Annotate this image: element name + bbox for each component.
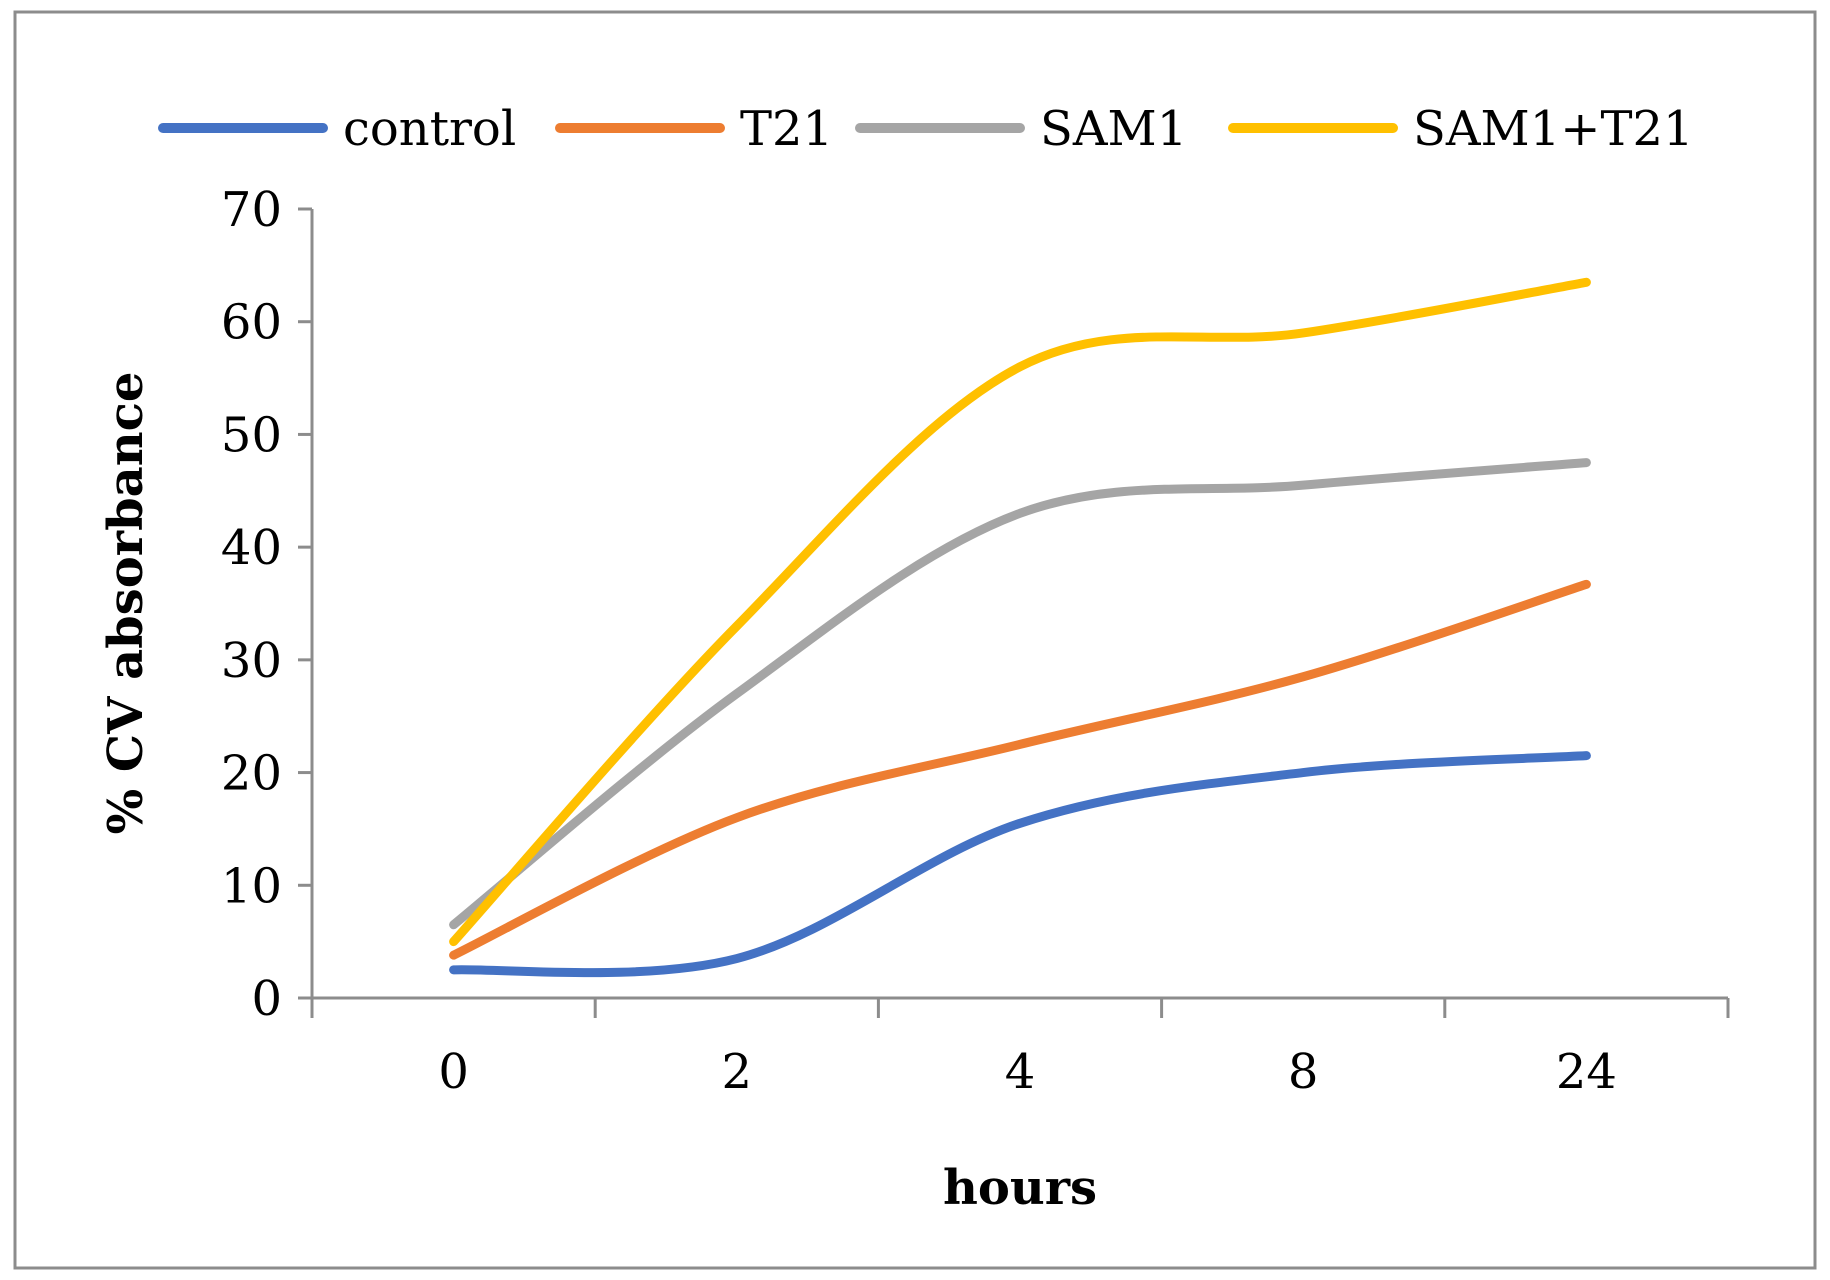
y-tick-label: 70 <box>221 182 282 238</box>
x-axis-title: hours <box>943 1160 1097 1216</box>
y-axis-title: % CV absorbance <box>98 372 154 835</box>
legend-label: control <box>343 101 516 157</box>
x-tick-label: 0 <box>438 1044 469 1100</box>
chart-frame <box>13 10 1817 1270</box>
x-tick-label: 2 <box>722 1044 753 1100</box>
legend-label: SAM1+T21 <box>1413 101 1694 157</box>
y-tick-label: 50 <box>221 407 282 463</box>
y-tick-label: 20 <box>221 746 282 802</box>
series-line-t21 <box>449 579 1591 960</box>
x-axis: 0 2 4 8 24 <box>310 996 1730 1100</box>
x-tick-label: 8 <box>1288 1044 1319 1100</box>
y-axis: 0 10 20 30 40 50 60 70 <box>221 182 314 1027</box>
y-tick-label: 10 <box>221 858 282 914</box>
x-tick-label: 4 <box>1005 1044 1036 1100</box>
y-tick-label: 0 <box>251 971 282 1027</box>
x-tick-label: 24 <box>1556 1044 1617 1100</box>
series-line-sam1-t21 <box>449 277 1591 947</box>
y-tick-label: 60 <box>221 295 282 351</box>
legend: control T21 SAM1 SAM1+T21 <box>158 101 1694 157</box>
series-group <box>449 277 1591 978</box>
y-tick-label: 30 <box>221 633 282 689</box>
series-line-control <box>449 751 1591 978</box>
y-tick-label: 40 <box>221 520 282 576</box>
legend-label: SAM1 <box>1040 101 1187 157</box>
series-line-sam1 <box>449 458 1591 930</box>
legend-label: T21 <box>740 101 833 157</box>
